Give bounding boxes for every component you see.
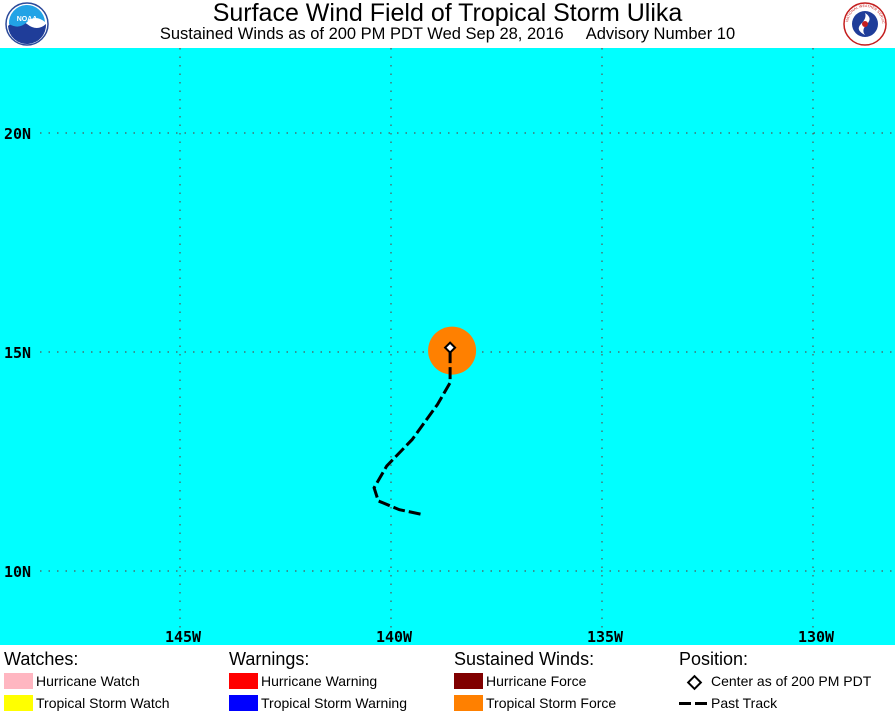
- legend-winds: Sustained Winds: Hurricane Force Tropica…: [454, 645, 616, 714]
- past-track-icon: [679, 702, 709, 705]
- noaa-logo: NOAA: [5, 2, 49, 46]
- tropical-storm-force-label: Tropical Storm Force: [486, 695, 617, 711]
- longitude-label: 145W: [165, 628, 202, 645]
- legend-warnings: Warnings: Hurricane Warning Tropical Sto…: [229, 645, 407, 714]
- past-track-label: Past Track: [711, 695, 778, 711]
- latitude-label: 20N: [4, 125, 31, 143]
- hurricane-warning-swatch: [229, 673, 258, 689]
- legend-item-tropical-storm-force: Tropical Storm Force: [454, 692, 616, 714]
- warnings-heading: Warnings:: [229, 649, 310, 669]
- hurricane-watch-label: Hurricane Watch: [36, 673, 140, 689]
- longitude-label: 140W: [376, 628, 413, 645]
- tropical-storm-watch-swatch: [4, 695, 33, 711]
- legend-item-hurricane-watch: Hurricane Watch: [4, 670, 140, 692]
- center-label: Center as of 200 PM PDT: [711, 673, 872, 689]
- winds-heading: Sustained Winds:: [454, 649, 595, 669]
- watches-heading: Watches:: [4, 649, 79, 669]
- svg-text:NOAA: NOAA: [17, 16, 38, 23]
- legend-item-center: Center as of 200 PM PDT: [679, 670, 871, 692]
- legend-item-tropical-storm-watch: Tropical Storm Watch: [4, 692, 170, 714]
- map-subtitle: Sustained Winds as of 200 PM PDT Wed Sep…: [0, 24, 895, 44]
- legend-item-past-track: Past Track: [679, 692, 777, 714]
- tropical-storm-force-swatch: [454, 695, 483, 711]
- longitude-label: 135W: [587, 628, 624, 645]
- graticule: [40, 48, 895, 628]
- nws-logo: NATIONAL WEATHER SERVICE: [842, 0, 887, 46]
- legend-item-hurricane-force: Hurricane Force: [454, 670, 594, 692]
- center-diamond-icon: [686, 674, 703, 691]
- subtitle-advisory: Advisory Number 10: [585, 25, 736, 43]
- legend: Watches: Hurricane Watch Tropical Storm …: [0, 645, 895, 716]
- legend-watches: Watches: Hurricane Watch Tropical Storm …: [4, 645, 170, 714]
- past-track: [372, 347, 452, 516]
- longitude-labels: 145W 140W 135W 130W: [165, 628, 835, 645]
- hurricane-force-swatch: [454, 673, 483, 689]
- tropical-storm-watch-label: Tropical Storm Watch: [36, 695, 170, 711]
- storm-map: 20N 15N 10N 145W 140W 135W 130W: [0, 48, 895, 645]
- tropical-storm-warning-label: Tropical Storm Warning: [261, 695, 408, 711]
- subtitle-time: Sustained Winds as of 200 PM PDT Wed Sep…: [159, 25, 564, 43]
- latitude-label: 15N: [4, 344, 31, 362]
- map-title: Surface Wind Field of Tropical Storm Uli…: [212, 0, 683, 27]
- hurricane-watch-swatch: [4, 673, 33, 689]
- longitude-label: 130W: [798, 628, 835, 645]
- position-heading: Position:: [679, 649, 749, 669]
- header: NOAA Surface Wind Field of Tropical Stor…: [0, 0, 895, 48]
- storm-center-marker: [443, 341, 457, 355]
- tropical-storm-warning-swatch: [229, 695, 258, 711]
- hurricane-warning-label: Hurricane Warning: [261, 673, 378, 689]
- legend-item-hurricane-warning: Hurricane Warning: [229, 670, 377, 692]
- legend-item-tropical-storm-warning: Tropical Storm Warning: [229, 692, 407, 714]
- latitude-labels: 20N 15N 10N: [4, 125, 31, 581]
- hurricane-force-label: Hurricane Force: [486, 673, 587, 689]
- latitude-label: 10N: [4, 563, 31, 581]
- legend-position: Position: Center as of 200 PM PDT Past T…: [679, 645, 871, 714]
